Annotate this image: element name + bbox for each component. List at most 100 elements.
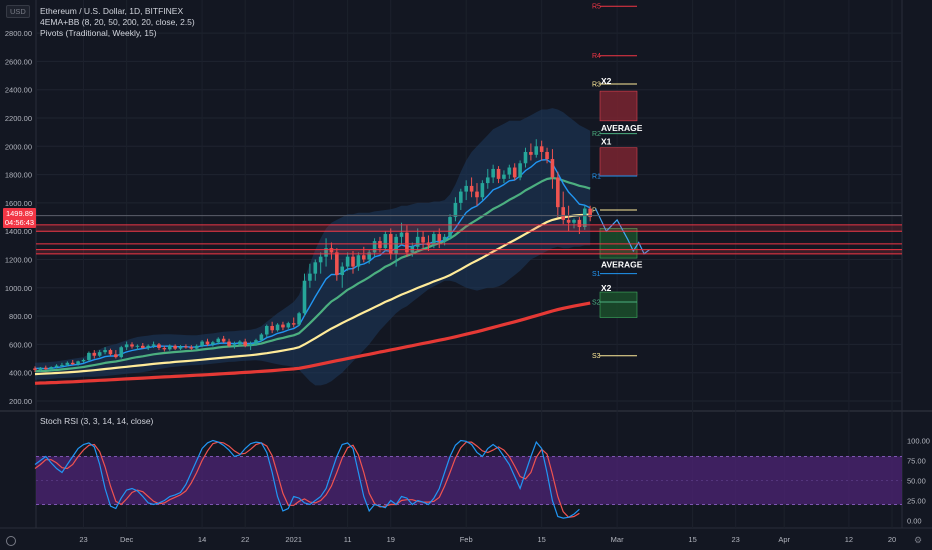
candle-body [556, 177, 560, 208]
candle-body [275, 324, 280, 331]
time-axis[interactable]: 23 Dec 14 22 2021 11 19 Feb 15 Mar 15 23 Apr 12 20 [79, 535, 896, 544]
candle-body [480, 183, 485, 198]
candle-body [103, 350, 107, 353]
candle-body [194, 345, 199, 349]
chart-legend: Ethereum / U.S. Dollar, 1D, BITFINEX 4EM… [40, 6, 195, 39]
candle-body [216, 338, 221, 343]
indicator-pivots[interactable]: Pivots (Traditional, Weekly, 15) [40, 28, 157, 38]
candle-body [108, 350, 113, 355]
candle-body [157, 344, 161, 348]
candle-body [566, 219, 571, 223]
osc-tick-label: 25.00 [907, 497, 926, 506]
osc-tick-label: 100.00 [907, 437, 930, 446]
stoch-k-line [34, 439, 580, 519]
candle-body [437, 234, 442, 242]
level-band-lower [36, 249, 902, 254]
candle-body [453, 202, 458, 218]
candle-body [264, 326, 269, 335]
candle-body [539, 146, 544, 152]
candle-body [87, 352, 91, 360]
price-tick-label: 1400.00 [5, 227, 32, 236]
candle-body [335, 252, 339, 276]
osc-tick-label: 50.00 [907, 477, 926, 486]
time-tick-label: 15 [688, 535, 696, 544]
candle-body [49, 367, 53, 370]
bar-countdown: 04:56:43 [4, 218, 35, 227]
current-price: 1499.89 [5, 209, 34, 218]
pivot-zone-1 [599, 147, 638, 177]
candle-body [167, 345, 172, 350]
candle-body [178, 346, 183, 349]
pivot-label-R5: R5 [592, 4, 601, 11]
candle-body [297, 313, 301, 325]
zone-label-1: AVERAGE [601, 123, 643, 133]
candle-body [173, 345, 177, 349]
candle-body [588, 208, 592, 218]
candle-body [124, 344, 129, 348]
time-tick-label: Feb [460, 535, 473, 544]
candle-body [399, 232, 404, 237]
candle-body [340, 266, 345, 276]
projection-line [595, 208, 650, 255]
candle-body [33, 368, 37, 370]
zone-label-4: X2 [601, 283, 612, 293]
candle-body [459, 191, 463, 203]
indicator-ema-bb[interactable]: 4EMA+BB (8, 20, 50, 200, 20, close, 2.5) [40, 17, 195, 27]
candle-body [54, 365, 59, 368]
pivot-label-R3: R3 [592, 82, 601, 89]
candle-body [475, 191, 479, 198]
time-tick-label: 15 [537, 535, 545, 544]
price-tick-label: 2600.00 [5, 57, 32, 66]
zone-label-0: X2 [601, 76, 612, 86]
candle-body [162, 347, 167, 350]
price-tick-label: 1200.00 [5, 256, 32, 265]
candle-body [502, 174, 506, 179]
candle-body [270, 326, 274, 331]
candle-body [97, 352, 102, 356]
candle-body [448, 217, 452, 237]
candle-body [561, 207, 566, 220]
osc-tick-label: 0.00 [907, 517, 922, 526]
price-tick-label: 800.00 [9, 312, 32, 321]
time-tick-label: 12 [845, 535, 853, 544]
candle-body [545, 151, 549, 160]
candle-body [135, 345, 140, 347]
candle-body [70, 362, 75, 365]
time-tick-label: 14 [198, 535, 206, 544]
candle-body [60, 364, 64, 366]
candle-body [491, 168, 495, 178]
osc-tick-label: 75.00 [907, 457, 926, 466]
candle-body [146, 345, 150, 348]
stoch-rsi-pane: 0.00 25.00 50.00 75.00 100.00 [34, 437, 930, 526]
settings-gear-icon[interactable]: ⚙ [914, 535, 923, 545]
candle-body [184, 346, 188, 348]
price-tick-label: 600.00 [9, 340, 32, 349]
candle-body [92, 352, 97, 356]
symbol-title[interactable]: Ethereum / U.S. Dollar, 1D, BITFINEX [40, 6, 184, 16]
time-tick-label: Dec [120, 535, 134, 544]
candle-body [65, 362, 70, 365]
currency-badge[interactable]: USD [6, 5, 30, 18]
horizontal-levels[interactable] [36, 215, 902, 255]
candle-body [372, 241, 377, 253]
candle-body [318, 256, 323, 263]
stoch-rsi-legend[interactable]: Stoch RSI (3, 3, 14, 14, close) [40, 416, 154, 426]
time-tick-label: Apr [778, 535, 790, 544]
candle-body [38, 367, 43, 370]
candle-body [378, 241, 382, 249]
candle-body [243, 341, 248, 346]
candle-body [582, 208, 587, 227]
price-axis[interactable]: 200.00 400.00 600.00 800.00 1000.00 1200.00 14… [5, 29, 32, 406]
level-band-upper [36, 225, 902, 232]
pivot-zone-2 [599, 228, 638, 259]
candle-body [432, 234, 436, 246]
candle-body [405, 232, 409, 253]
candle-body [577, 219, 582, 227]
candle-body [469, 185, 474, 192]
timezone-icon[interactable] [6, 536, 16, 546]
candle-body [529, 151, 533, 155]
time-tick-label: 23 [79, 535, 87, 544]
pivot-levels: R5 R4 R3 R2 R1 P S1 S2 S3 X2 AVERAGE X1 AVERAGE X2 [592, 4, 643, 361]
candle-body [43, 367, 48, 370]
